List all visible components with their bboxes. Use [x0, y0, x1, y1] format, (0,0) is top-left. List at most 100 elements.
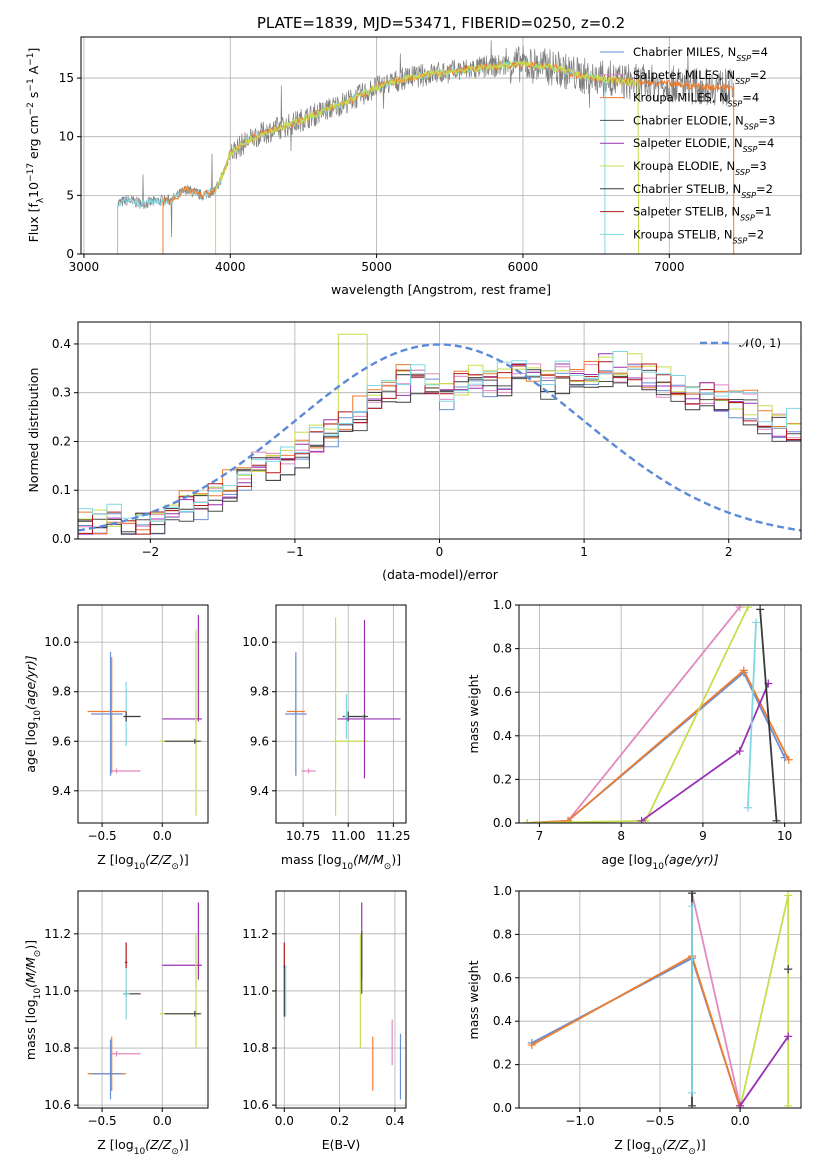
- x-tick-label: 5000: [361, 260, 392, 274]
- histogram-step: [78, 351, 801, 522]
- plot-area: [87, 614, 202, 816]
- y-tick-label: 1.0: [493, 884, 512, 898]
- histogram-step: [78, 361, 801, 534]
- x-tick-label: 3000: [69, 260, 100, 274]
- y-axis-label: mass [log10(M/M⊙)]: [23, 940, 43, 1060]
- y-axis-label: Flux [fλ10−17 erg cm−2 s−1 A−1]: [26, 48, 46, 243]
- data-point: [772, 816, 781, 823]
- axes-residuals: −2 −1 0 1 2 0.0 0.1 0.2 0.3 0.4 (data-model)/error…: [26, 321, 802, 582]
- y-tick-label: 0.2: [493, 772, 512, 786]
- x-tick-label: 0.0: [731, 1114, 750, 1128]
- data-point: [527, 1041, 536, 1050]
- histogram-step: [78, 333, 801, 527]
- x-tick-label: −1: [286, 545, 304, 559]
- legend: 𝒩(0, 1): [700, 336, 781, 350]
- x-axis-label: mass [log10(M/M⊙)]: [281, 852, 401, 872]
- axes-frame: [275, 890, 407, 1109]
- x-tick-label: −1.0: [565, 1114, 594, 1128]
- observed-spectrum: [117, 40, 734, 254]
- y-tick-label: 10.8: [44, 1041, 71, 1055]
- axes-age-vs-Z: −0.5 0.0 9.4 9.6 9.8 10.0 Z [log10(Z/Z⊙)] age […: [23, 604, 209, 872]
- data-point: [784, 755, 793, 764]
- x-tick-label: −2: [141, 545, 159, 559]
- y-tick-label: 11.2: [44, 927, 71, 941]
- y-tick-label: 10.0: [44, 635, 71, 649]
- data-point: [752, 618, 761, 627]
- y-tick-label: 10.8: [242, 1041, 269, 1055]
- y-tick-label: 0.2: [52, 434, 71, 448]
- axes-massweight-vs-Z: −1.0 −0.5 0.0 0.0 0.2 0.4 0.6 0.8 1.0 Z [log10(Z/…: [466, 884, 802, 1157]
- y-tick-label: 0.4: [52, 337, 71, 351]
- histogram-step: [78, 353, 801, 535]
- x-tick-label: 11.00: [331, 829, 365, 843]
- legend-entry: Salpeter MILES, NSSP=2: [633, 68, 767, 86]
- axes-frame: [77, 890, 209, 1109]
- x-axis-label: (data-model)/error: [382, 567, 499, 582]
- x-tick-label: 6000: [508, 260, 539, 274]
- legend: Chabrier MILES, NSSP=4 Salpeter MILES, NS…: [600, 45, 775, 245]
- y-tick-label: 10: [59, 130, 74, 144]
- x-tick-label: 7: [536, 829, 544, 843]
- x-tick-label: 0.2: [330, 1114, 349, 1128]
- y-tick-label: 0: [66, 247, 74, 261]
- data-point: [784, 891, 793, 900]
- series-line: [747, 622, 757, 808]
- legend-entry: Chabrier STELIB, NSSP=2: [633, 182, 773, 200]
- series-line: [759, 609, 778, 821]
- data-point: [739, 666, 748, 675]
- legend-entry: Chabrier MILES, NSSP=4: [633, 45, 768, 63]
- x-axis-label: Z [log10(Z/Z⊙)]: [97, 1137, 188, 1157]
- axes-mass-vs-Z: −0.5 0.0 10.6 10.8 11.0 11.2 Z [log10(Z/Z⊙)] ma…: [23, 890, 209, 1157]
- data-point: [564, 816, 573, 823]
- plot-area: [283, 902, 402, 1100]
- series-line: [527, 668, 790, 823]
- y-tick-label: 0.0: [493, 1101, 512, 1115]
- x-tick-label: 1: [580, 545, 588, 559]
- model-spectrum: [215, 60, 640, 254]
- y-tick-label: 0.0: [52, 532, 71, 546]
- data-point: [784, 1032, 793, 1041]
- y-tick-label: 10.6: [44, 1098, 71, 1112]
- series-line: [531, 954, 741, 1108]
- data-point: [784, 965, 793, 974]
- y-tick-label: 11.2: [242, 927, 269, 941]
- x-tick-label: −0.5: [645, 1114, 674, 1128]
- y-tick-label: 9.4: [52, 784, 71, 798]
- y-tick-label: 0.4: [493, 1014, 512, 1028]
- y-axis-label: Normed distribution: [26, 368, 41, 493]
- data-point: [756, 605, 765, 614]
- axes-age-vs-mass: 10.75 11.00 11.25 9.4 9.6 9.8 10.0 mass [log10(…: [242, 604, 411, 872]
- y-tick-label: 10.6: [242, 1098, 269, 1112]
- y-tick-label: 0.4: [493, 729, 512, 743]
- data-point: [688, 1088, 697, 1097]
- x-tick-label: 0.0: [153, 829, 172, 843]
- legend-entry: Kroupa STELIB, NSSP=2: [633, 227, 764, 245]
- axes-frame: [518, 604, 802, 824]
- y-tick-label: 0.0: [493, 816, 512, 830]
- x-tick-label: 7000: [654, 260, 685, 274]
- plot-area: [527, 891, 793, 1108]
- x-axis-label: age [log10(age/yr)]: [601, 852, 718, 872]
- series-line: [739, 1035, 789, 1107]
- y-tick-label: 9.4: [250, 784, 269, 798]
- plot-area: [117, 40, 735, 254]
- y-axis-label: mass weight: [466, 960, 481, 1039]
- series-line: [739, 895, 790, 1108]
- y-tick-label: 5: [66, 188, 74, 202]
- chart-title: PLATE=1839, MJD=53471, FIBERID=0250, z=0…: [257, 14, 625, 32]
- axes-spectrum: 3000 4000 5000 6000 7000 0 5 10 15 PLATE=1839, MJ…: [26, 14, 802, 297]
- x-tick-label: 0: [436, 545, 444, 559]
- data-point: [743, 605, 752, 612]
- axes-frame: [275, 604, 407, 824]
- x-tick-label: −0.5: [88, 829, 117, 843]
- x-tick-label: 10: [777, 829, 792, 843]
- y-tick-label: 10.0: [242, 635, 269, 649]
- x-axis-label: E(B-V): [322, 1137, 361, 1152]
- y-axis-label: age [log10(age/yr)]: [23, 655, 43, 772]
- x-axis-label: Z [log10(Z/Z⊙)]: [97, 852, 188, 872]
- data-point: [688, 902, 697, 911]
- data-point: [688, 891, 697, 898]
- data-point: [736, 1101, 745, 1108]
- y-tick-label: 11.0: [44, 984, 71, 998]
- data-point: [735, 747, 744, 756]
